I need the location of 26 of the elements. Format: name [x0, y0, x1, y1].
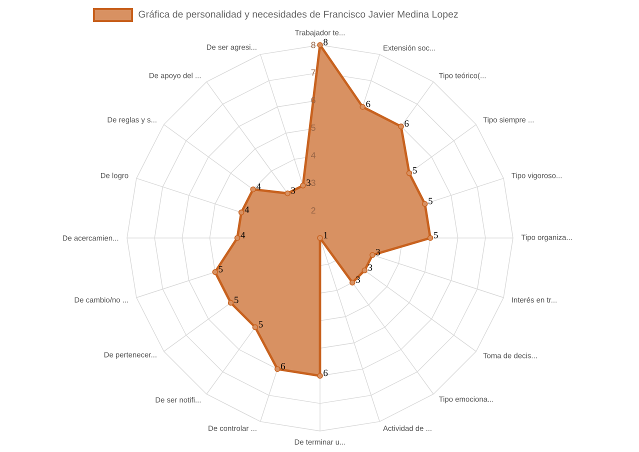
y-tick-label: 4 [311, 152, 316, 158]
data-label: 4 [240, 232, 246, 238]
data-label: 8 [324, 38, 328, 46]
data-label: 5 [258, 321, 263, 328]
y-tick-label: 8 [311, 42, 316, 48]
y-tick-label: 2 [311, 207, 316, 214]
data-label: 6 [324, 370, 328, 376]
data-label: 3 [291, 187, 296, 194]
data-label: 5 [428, 198, 432, 204]
y-tick-label: 7 [311, 69, 316, 76]
data-label: 3 [368, 264, 372, 271]
data-label: 6 [366, 100, 370, 108]
data-label: 4 [244, 206, 250, 213]
data-label: 3 [306, 179, 311, 186]
data-label: 5 [412, 167, 417, 174]
y-tick-label: 5 [311, 124, 316, 131]
data-label: 5 [434, 232, 438, 238]
data-label: 6 [404, 120, 409, 127]
legend-label: Gráfica de personalidad y necesidades de Francisco Javier Medina Lopez [138, 10, 458, 20]
data-label: 3 [376, 248, 380, 256]
data-label: 4 [256, 183, 261, 190]
y-tick-label: 3 [311, 180, 316, 186]
data-label: 5 [234, 296, 238, 304]
data-label: 5 [218, 266, 223, 272]
data-label: 6 [281, 363, 286, 370]
data-label: 1 [324, 232, 328, 238]
